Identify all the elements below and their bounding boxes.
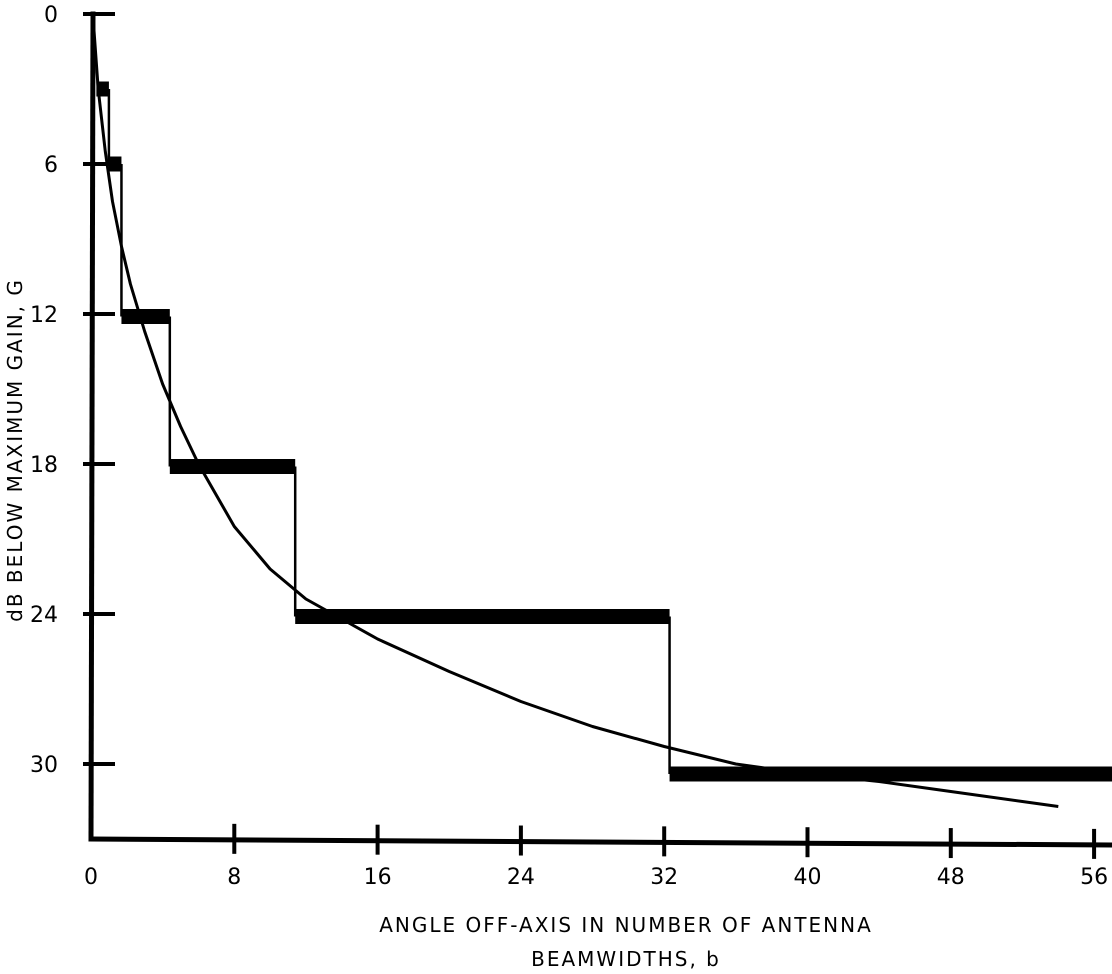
x-tick-label: 48 — [937, 865, 965, 890]
x-axis — [88, 836, 1112, 848]
y-ticks: 0 6 12 18 24 30 — [30, 3, 115, 778]
y-axis-title: dB BELOW MAXIMUM GAIN, G — [3, 278, 27, 622]
x-tick-label: 32 — [650, 865, 678, 890]
x-tick-label: 56 — [1080, 865, 1108, 890]
y-tick-label: 18 — [30, 453, 58, 478]
x-tick-label: 40 — [793, 865, 821, 890]
x-tick-label: 8 — [227, 865, 241, 890]
y-tick-label: 6 — [44, 153, 58, 178]
x-axis-title-line1: ANGLE OFF-AXIS IN NUMBER OF ANTENNA — [379, 913, 873, 937]
y-tick-label: 24 — [30, 603, 58, 628]
y-tick-label: 30 — [30, 753, 58, 778]
x-axis-title-line2: BEAMWIDTHS, b — [531, 947, 721, 971]
y-axis — [88, 11, 96, 842]
x-tick-label: 16 — [364, 865, 392, 890]
gain-curve-line — [91, 13, 1059, 808]
x-tick-label: 24 — [507, 865, 535, 890]
series-layer — [91, 13, 1112, 808]
x-ticks: 0 8 16 24 32 40 48 56 — [84, 823, 1108, 890]
y-tick-label: 12 — [30, 303, 58, 328]
x-tick-label: 0 — [84, 865, 98, 890]
y-tick-label: 0 — [44, 3, 58, 28]
